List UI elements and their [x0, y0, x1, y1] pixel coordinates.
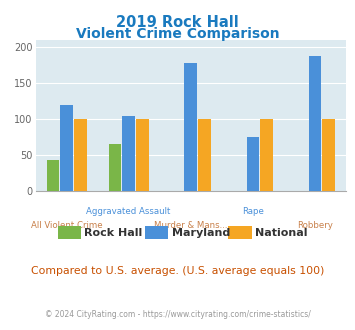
Bar: [260, 119, 273, 191]
Text: All Violent Crime: All Violent Crime: [31, 220, 102, 230]
Text: Robbery: Robbery: [297, 220, 333, 230]
Text: Murder & Mans...: Murder & Mans...: [154, 220, 228, 230]
Bar: [74, 119, 87, 191]
Text: Rape: Rape: [242, 207, 264, 216]
Bar: [60, 105, 73, 191]
Text: Violent Crime Comparison: Violent Crime Comparison: [76, 27, 279, 41]
Text: Maryland: Maryland: [172, 228, 230, 238]
Text: 2019 Rock Hall: 2019 Rock Hall: [116, 15, 239, 30]
Bar: [185, 63, 197, 191]
Bar: [109, 145, 121, 191]
Bar: [247, 137, 259, 191]
Bar: [122, 115, 135, 191]
Text: Compared to U.S. average. (U.S. average equals 100): Compared to U.S. average. (U.S. average …: [31, 266, 324, 276]
Text: Aggravated Assault: Aggravated Assault: [87, 207, 171, 216]
Text: National: National: [255, 228, 307, 238]
Text: © 2024 CityRating.com - https://www.cityrating.com/crime-statistics/: © 2024 CityRating.com - https://www.city…: [45, 310, 310, 319]
Bar: [47, 160, 59, 191]
Bar: [136, 119, 149, 191]
Text: Rock Hall: Rock Hall: [84, 228, 143, 238]
Bar: [198, 119, 211, 191]
Bar: [309, 56, 321, 191]
Bar: [322, 119, 335, 191]
